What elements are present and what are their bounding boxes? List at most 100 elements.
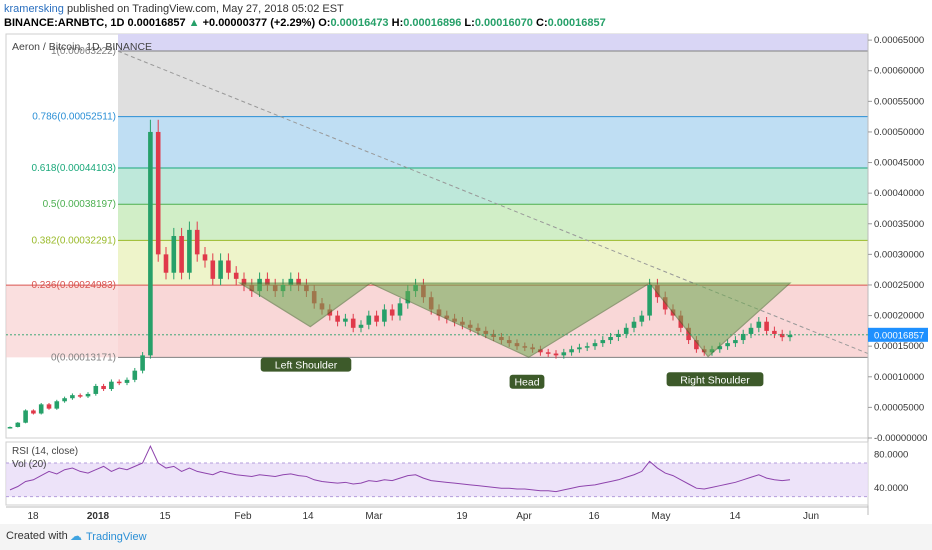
publisher-line: kramersking published on TradingView.com… <box>4 3 344 15</box>
candle-body <box>116 381 122 384</box>
x-tick-label: Feb <box>234 511 252 522</box>
candle-body <box>233 272 239 279</box>
fib-band-left <box>6 285 118 358</box>
left-shoulder-triangle <box>237 282 373 328</box>
candle-body <box>389 309 395 316</box>
head-triangle <box>370 282 652 358</box>
candle-body <box>171 236 177 273</box>
candle-body <box>748 327 754 334</box>
head-label-tag <box>509 374 545 389</box>
x-tick-label: 19 <box>456 511 468 522</box>
rsi-line <box>9 445 791 493</box>
footer-bar: Created with ☁ TradingView <box>0 524 932 550</box>
candle-body <box>787 334 793 338</box>
y-tick-label: 0.00010000 <box>874 372 924 383</box>
candle-body <box>31 410 36 414</box>
candle-body <box>148 131 153 356</box>
high-label: H: <box>391 17 404 29</box>
x-tick-label: May <box>652 511 671 522</box>
created-with-label: Created with <box>6 530 68 542</box>
symbol-label: BINANCE:ARNBTC, 1D <box>4 17 125 29</box>
candle-body <box>561 352 567 356</box>
last-price: 0.00016857 <box>127 17 186 29</box>
right-shoulder-label-tag <box>666 372 764 387</box>
candle-body <box>592 343 598 347</box>
candle-body <box>733 340 738 344</box>
fib-label-0.618: 0.618(0.00044103) <box>31 163 116 174</box>
candle-body <box>132 370 138 380</box>
candle-body <box>538 349 543 353</box>
tradingview-brand-link[interactable]: ☁ TradingView <box>70 529 147 543</box>
fib-band-top <box>118 34 868 52</box>
close-label: C: <box>536 17 548 29</box>
candle-body <box>366 315 372 325</box>
y-tick-label: 0.00035000 <box>874 219 924 230</box>
candle-body <box>577 347 582 350</box>
high-value: 0.00016896 <box>403 17 462 29</box>
head-label: Head <box>514 377 539 389</box>
rsi-band <box>6 463 868 497</box>
current-price-tag <box>868 327 928 342</box>
candle-body <box>584 346 590 348</box>
right-shoulder-label: Right Shoulder <box>680 374 750 386</box>
candle-body <box>350 318 356 328</box>
x-tick-label: 14 <box>302 511 314 522</box>
tradingview-brand-text: TradingView <box>86 531 147 543</box>
y-tick-label: 0.00065000 <box>874 35 924 46</box>
candle-body <box>62 398 67 402</box>
fib-label-0.382: 0.382(0.00032291) <box>31 235 116 246</box>
fib-label-0.786: 0.786(0.00052511) <box>32 112 116 123</box>
candle-body <box>764 321 769 331</box>
x-tick-label: 14 <box>729 511 741 522</box>
candle-body <box>717 346 723 350</box>
close-value: 0.00016857 <box>547 17 606 29</box>
price-chart[interactable]: 1(0.00063222) 0.786(0.00052511) 0.618(0.00… <box>0 0 932 524</box>
y-tick-label: 0.00005000 <box>874 402 924 413</box>
vol-label: Vol (20) <box>12 459 46 470</box>
published-text: published on TradingView.com, May 27, 20… <box>66 3 344 15</box>
candle-body <box>85 393 91 397</box>
candle-body <box>23 410 28 423</box>
chart-title: Aeron / Bitcoin, 1D, BINANCE <box>12 41 152 53</box>
candle-body <box>600 340 606 344</box>
x-tick-label: 2018 <box>87 511 110 522</box>
candle-body <box>740 333 746 341</box>
candle-body <box>335 315 340 322</box>
low-label: L: <box>464 17 475 29</box>
y-tick-label: 0.00015000 <box>874 341 924 352</box>
x-tick-label: Apr <box>516 511 532 522</box>
candle-body <box>179 236 184 273</box>
ohlc-line: BINANCE:ARNBTC, 1D 0.00016857 ▲ +0.00000… <box>4 17 606 29</box>
candle-body <box>124 379 130 383</box>
candle-body <box>241 278 247 285</box>
x-tick-label: 18 <box>27 511 39 522</box>
candle-body <box>358 324 364 328</box>
y-tick-label: 0.00040000 <box>874 188 924 199</box>
publisher-username[interactable]: kramersking <box>4 3 64 15</box>
y-tick-label: -0.00000000 <box>874 433 927 444</box>
change-value: +0.00000377 (+2.29%) <box>202 17 316 29</box>
candle-body <box>779 333 785 338</box>
y-tick-label: 0.00025000 <box>874 280 924 291</box>
rsi-tick-label: 40.0000 <box>874 483 908 494</box>
candle-body <box>187 229 192 273</box>
open-value: 0.00016473 <box>330 17 389 29</box>
candle-body <box>623 327 629 334</box>
candle-body <box>374 315 379 322</box>
candle-body <box>93 385 99 394</box>
candle-body <box>382 309 387 322</box>
candle-body <box>202 254 208 261</box>
fib-label-0: 0(0.00013171) <box>51 352 116 363</box>
candle-body <box>218 260 223 279</box>
y-tick-label: 0.00060000 <box>874 66 924 77</box>
candle-body <box>296 278 301 285</box>
candle-body <box>155 131 161 255</box>
open-label: O: <box>318 17 331 29</box>
left-shoulder-label: Left Shoulder <box>275 360 338 372</box>
candle-body <box>163 254 169 273</box>
candle-body <box>194 229 200 255</box>
fib-label-0.236: 0.236(0.00024983) <box>31 280 116 291</box>
candle-body <box>46 404 52 409</box>
candle-body <box>694 340 699 350</box>
x-tick-label: Jun <box>803 511 819 522</box>
